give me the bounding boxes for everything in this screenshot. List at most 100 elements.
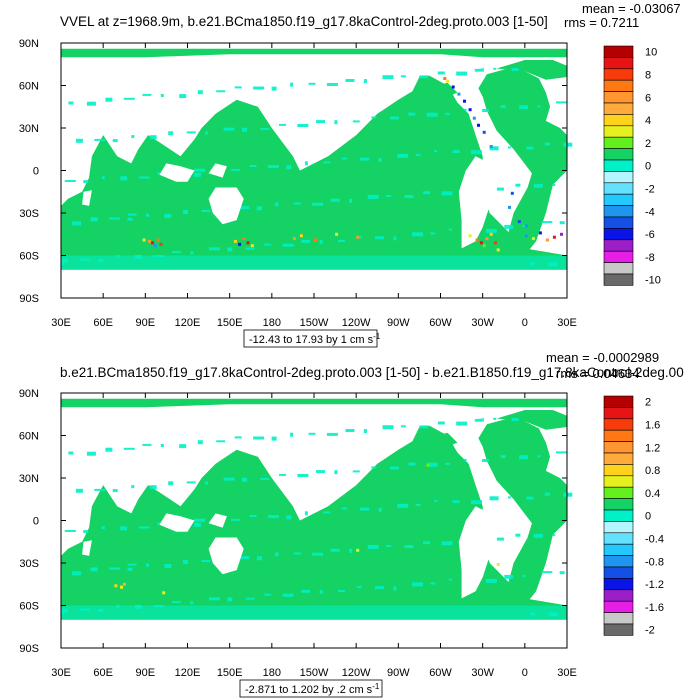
lon-label: 150W (300, 317, 329, 329)
ocean-texture (286, 515, 292, 520)
ocean-texture (64, 530, 76, 532)
anomaly-cell (482, 130, 486, 134)
colorbar-box (603, 273, 634, 286)
ocean-region (61, 48, 567, 58)
lon-label: 30W (471, 667, 494, 679)
colorbar-box (603, 441, 634, 454)
ocean-texture (363, 79, 367, 84)
ocean-texture (537, 455, 541, 458)
ocean-texture (230, 518, 240, 521)
ocean-texture (249, 165, 257, 167)
colorbar-box (603, 136, 634, 149)
ocean-texture (522, 225, 526, 227)
ocean-texture (171, 601, 181, 604)
colorbar-box (603, 498, 634, 511)
ocean-texture (341, 157, 347, 160)
ocean-texture (105, 447, 113, 452)
ocean-texture (430, 232, 436, 235)
ocean-texture (408, 112, 416, 116)
lat-label: 60N (19, 431, 39, 443)
colorbar-label: 2 (645, 138, 651, 150)
ocean-texture (378, 157, 382, 162)
ocean-texture (408, 462, 416, 466)
ocean-texture (171, 251, 181, 254)
anomaly-cell (468, 108, 472, 112)
ocean-texture (109, 567, 121, 570)
colorbar-label: -2 (645, 184, 655, 196)
ocean-texture (349, 548, 353, 553)
ocean-texture (360, 507, 370, 511)
colorbar-box (603, 79, 634, 92)
ocean-texture (68, 451, 74, 455)
panel-top: VVEL at z=1968.9m, b.e21.BCma1850.f19_g1… (19, 1, 681, 348)
ocean-texture (160, 94, 164, 97)
ocean-texture (504, 574, 514, 579)
ocean-texture (223, 127, 235, 131)
ocean-texture (363, 429, 367, 434)
ocean-region (496, 60, 567, 80)
lon-label: 60W (429, 667, 452, 679)
lon-label: 120E (175, 317, 201, 329)
lon-label: 150W (300, 667, 329, 679)
ocean-texture (127, 567, 133, 571)
ocean-texture (367, 544, 379, 549)
colorbar-label: -4 (645, 206, 655, 218)
ocean-texture (190, 601, 194, 605)
ocean-texture (194, 168, 206, 172)
ocean-texture (500, 105, 506, 109)
colorbar-box (603, 45, 634, 58)
colorbar-box (603, 102, 634, 115)
anomaly-cell (524, 224, 528, 228)
ocean-texture (415, 503, 421, 506)
ocean-texture (541, 221, 553, 224)
anomaly-cell (531, 237, 535, 241)
colorbar-label: 4 (645, 115, 651, 127)
ocean-texture (304, 511, 308, 516)
land-mask (61, 272, 567, 293)
ocean-texture (375, 586, 384, 590)
ocean-texture (245, 247, 255, 250)
ocean-texture (120, 526, 128, 531)
range-note: -12.43 to 17.93 by 1 cm s-1 (249, 332, 381, 346)
land-mask (208, 537, 244, 575)
anomaly-cell (242, 237, 246, 241)
colorbar-box (603, 250, 634, 263)
lon-label: 120W (342, 667, 371, 679)
colorbar-box (603, 114, 634, 127)
ocean-texture (552, 184, 556, 186)
ocean-texture (552, 534, 556, 536)
lat-label: 0 (33, 166, 39, 178)
ocean-texture (334, 120, 338, 125)
lon-label: 30E (557, 667, 577, 679)
ocean-texture (101, 526, 105, 530)
colorbar-box (603, 532, 634, 545)
ocean-texture (160, 444, 164, 447)
colorbar-label: -8 (645, 252, 655, 264)
colorbar: 10 8 6 4 2 0 -2 -4 -6 -8 -10 (603, 45, 661, 287)
ocean-texture (563, 142, 573, 147)
latitude-axis: 90N 60N 30N 0 30S 60S 90S (19, 388, 567, 655)
lat-label: 60S (19, 251, 39, 263)
ocean-texture (293, 202, 301, 205)
ocean-texture (208, 597, 220, 601)
ocean-texture (556, 451, 567, 454)
ocean-texture (267, 165, 279, 169)
ocean-texture (434, 150, 438, 152)
ocean-texture (94, 488, 106, 491)
anomaly-cell (151, 241, 154, 245)
southern-ocean-band (61, 255, 567, 270)
ocean-texture (330, 198, 340, 202)
ocean-texture (519, 455, 529, 460)
ocean-texture (101, 176, 105, 180)
colorbar-box (603, 612, 634, 625)
anomaly-cell (148, 239, 152, 243)
ocean-texture (412, 582, 423, 587)
ocean-texture (83, 180, 89, 184)
ocean-texture (445, 112, 451, 115)
mean-value: mean = -0.03067 (582, 1, 681, 16)
colorbar-label: -1.2 (645, 579, 664, 591)
colorbar-label: 8 (645, 70, 651, 82)
anomaly-cell (314, 238, 317, 242)
colorbar-label: -10 (645, 275, 661, 287)
